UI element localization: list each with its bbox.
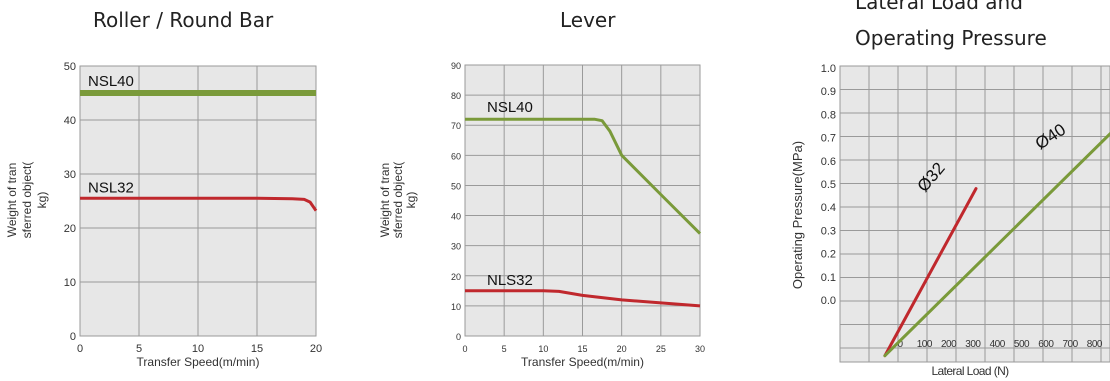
x-tick-label: 5	[136, 343, 142, 355]
x-axis-label: Transfer Speed(m/min)	[521, 355, 644, 369]
y-tick-label: 20	[451, 272, 461, 282]
x-axis-label: Transfer Speed(m/min)	[137, 355, 260, 369]
y-tick-label: 60	[451, 151, 461, 161]
chart-3-title-line-1: Lateral Load and	[855, 0, 1023, 14]
y-tick-label: 0	[70, 331, 76, 343]
x-tick-label: 15	[251, 343, 263, 355]
series-line-nsl40	[465, 117, 702, 235]
y-axis-label: Operating Pressure(MPa)	[790, 141, 805, 289]
y-axis-label-line: sferred object(	[391, 162, 405, 239]
x-tick-label: 20	[617, 344, 627, 354]
x-tick-label: 400	[990, 339, 1006, 350]
y-tick-label: 1.0	[821, 63, 836, 75]
y-tick-label: 0.4	[821, 202, 836, 214]
x-axis-label: Lateral Load (N)	[931, 364, 1009, 378]
y-tick-label: 40	[64, 115, 76, 127]
y-tick-label: 50	[64, 61, 76, 73]
y-tick-label: 0.6	[821, 156, 836, 168]
y-tick-label: 30	[64, 169, 76, 181]
y-tick-label: 0.1	[821, 272, 836, 284]
series-label-nsl32: NSL32	[88, 179, 134, 196]
x-tick-label: 0	[77, 343, 83, 355]
series-line-d32	[883, 187, 978, 358]
y-tick-label: 70	[451, 121, 461, 131]
x-tick-label: 10	[192, 343, 204, 355]
y-tick-label: 0.2	[821, 249, 836, 261]
series-label-nsl40: NSL40	[88, 73, 134, 90]
x-tick-label: 5	[502, 344, 507, 354]
series-label-nsl40: NSL40	[487, 99, 533, 116]
y-tick-label: 0.3	[821, 225, 836, 237]
y-tick-label: 10	[451, 302, 461, 312]
x-tick-label: 800	[1087, 339, 1103, 350]
y-tick-label: 90	[451, 61, 461, 71]
y-tick-label: 10	[64, 277, 76, 289]
y-axis-label-line: Weight of tran	[378, 163, 392, 237]
y-tick-label: 0.9	[821, 86, 836, 98]
x-tick-label: 20	[310, 343, 322, 355]
series-line-nls32	[465, 289, 701, 308]
x-tick-label: 10	[538, 344, 548, 354]
x-tick-label: 25	[656, 344, 666, 354]
y-axis-label-line: kg)	[404, 192, 418, 209]
y-tick-label: 40	[451, 212, 461, 222]
x-tick-label: 300	[965, 339, 981, 350]
x-tick-label: 0	[462, 344, 467, 354]
x-tick-label: 500	[1014, 339, 1030, 350]
x-tick-label: 700	[1063, 339, 1079, 350]
y-axis-label-line: Weight of tran	[5, 163, 19, 237]
y-tick-label: 80	[451, 91, 461, 101]
y-tick-label: 30	[451, 242, 461, 252]
y-tick-label: 0.0	[821, 295, 836, 307]
y-tick-label: 50	[451, 181, 461, 191]
x-tick-label: 200	[941, 339, 957, 350]
chart-1-title: Roller / Round Bar	[93, 8, 274, 32]
y-axis-label-line: kg)	[35, 192, 49, 209]
x-tick-label: 0	[897, 339, 903, 350]
series-line-d40	[883, 131, 1110, 358]
series-label-nls32: NLS32	[487, 272, 533, 289]
x-tick-label: 30	[695, 344, 705, 354]
y-tick-label: 0.7	[821, 133, 836, 145]
y-tick-label: 0.8	[821, 109, 836, 121]
chart-3-title-line-2: Operating Pressure	[855, 26, 1047, 50]
y-tick-label: 20	[64, 223, 76, 235]
y-tick-label: 0.5	[821, 179, 836, 191]
x-tick-label: 100	[917, 339, 933, 350]
plot-area-3	[839, 65, 1110, 363]
series-line-nsl32	[80, 196, 318, 212]
y-axis-label-line: sferred object(	[20, 162, 34, 239]
x-tick-label: 15	[577, 344, 587, 354]
y-tick-label: 0	[456, 332, 461, 342]
x-tick-label: 600	[1038, 339, 1054, 350]
chart-2-title: Lever	[560, 8, 616, 32]
